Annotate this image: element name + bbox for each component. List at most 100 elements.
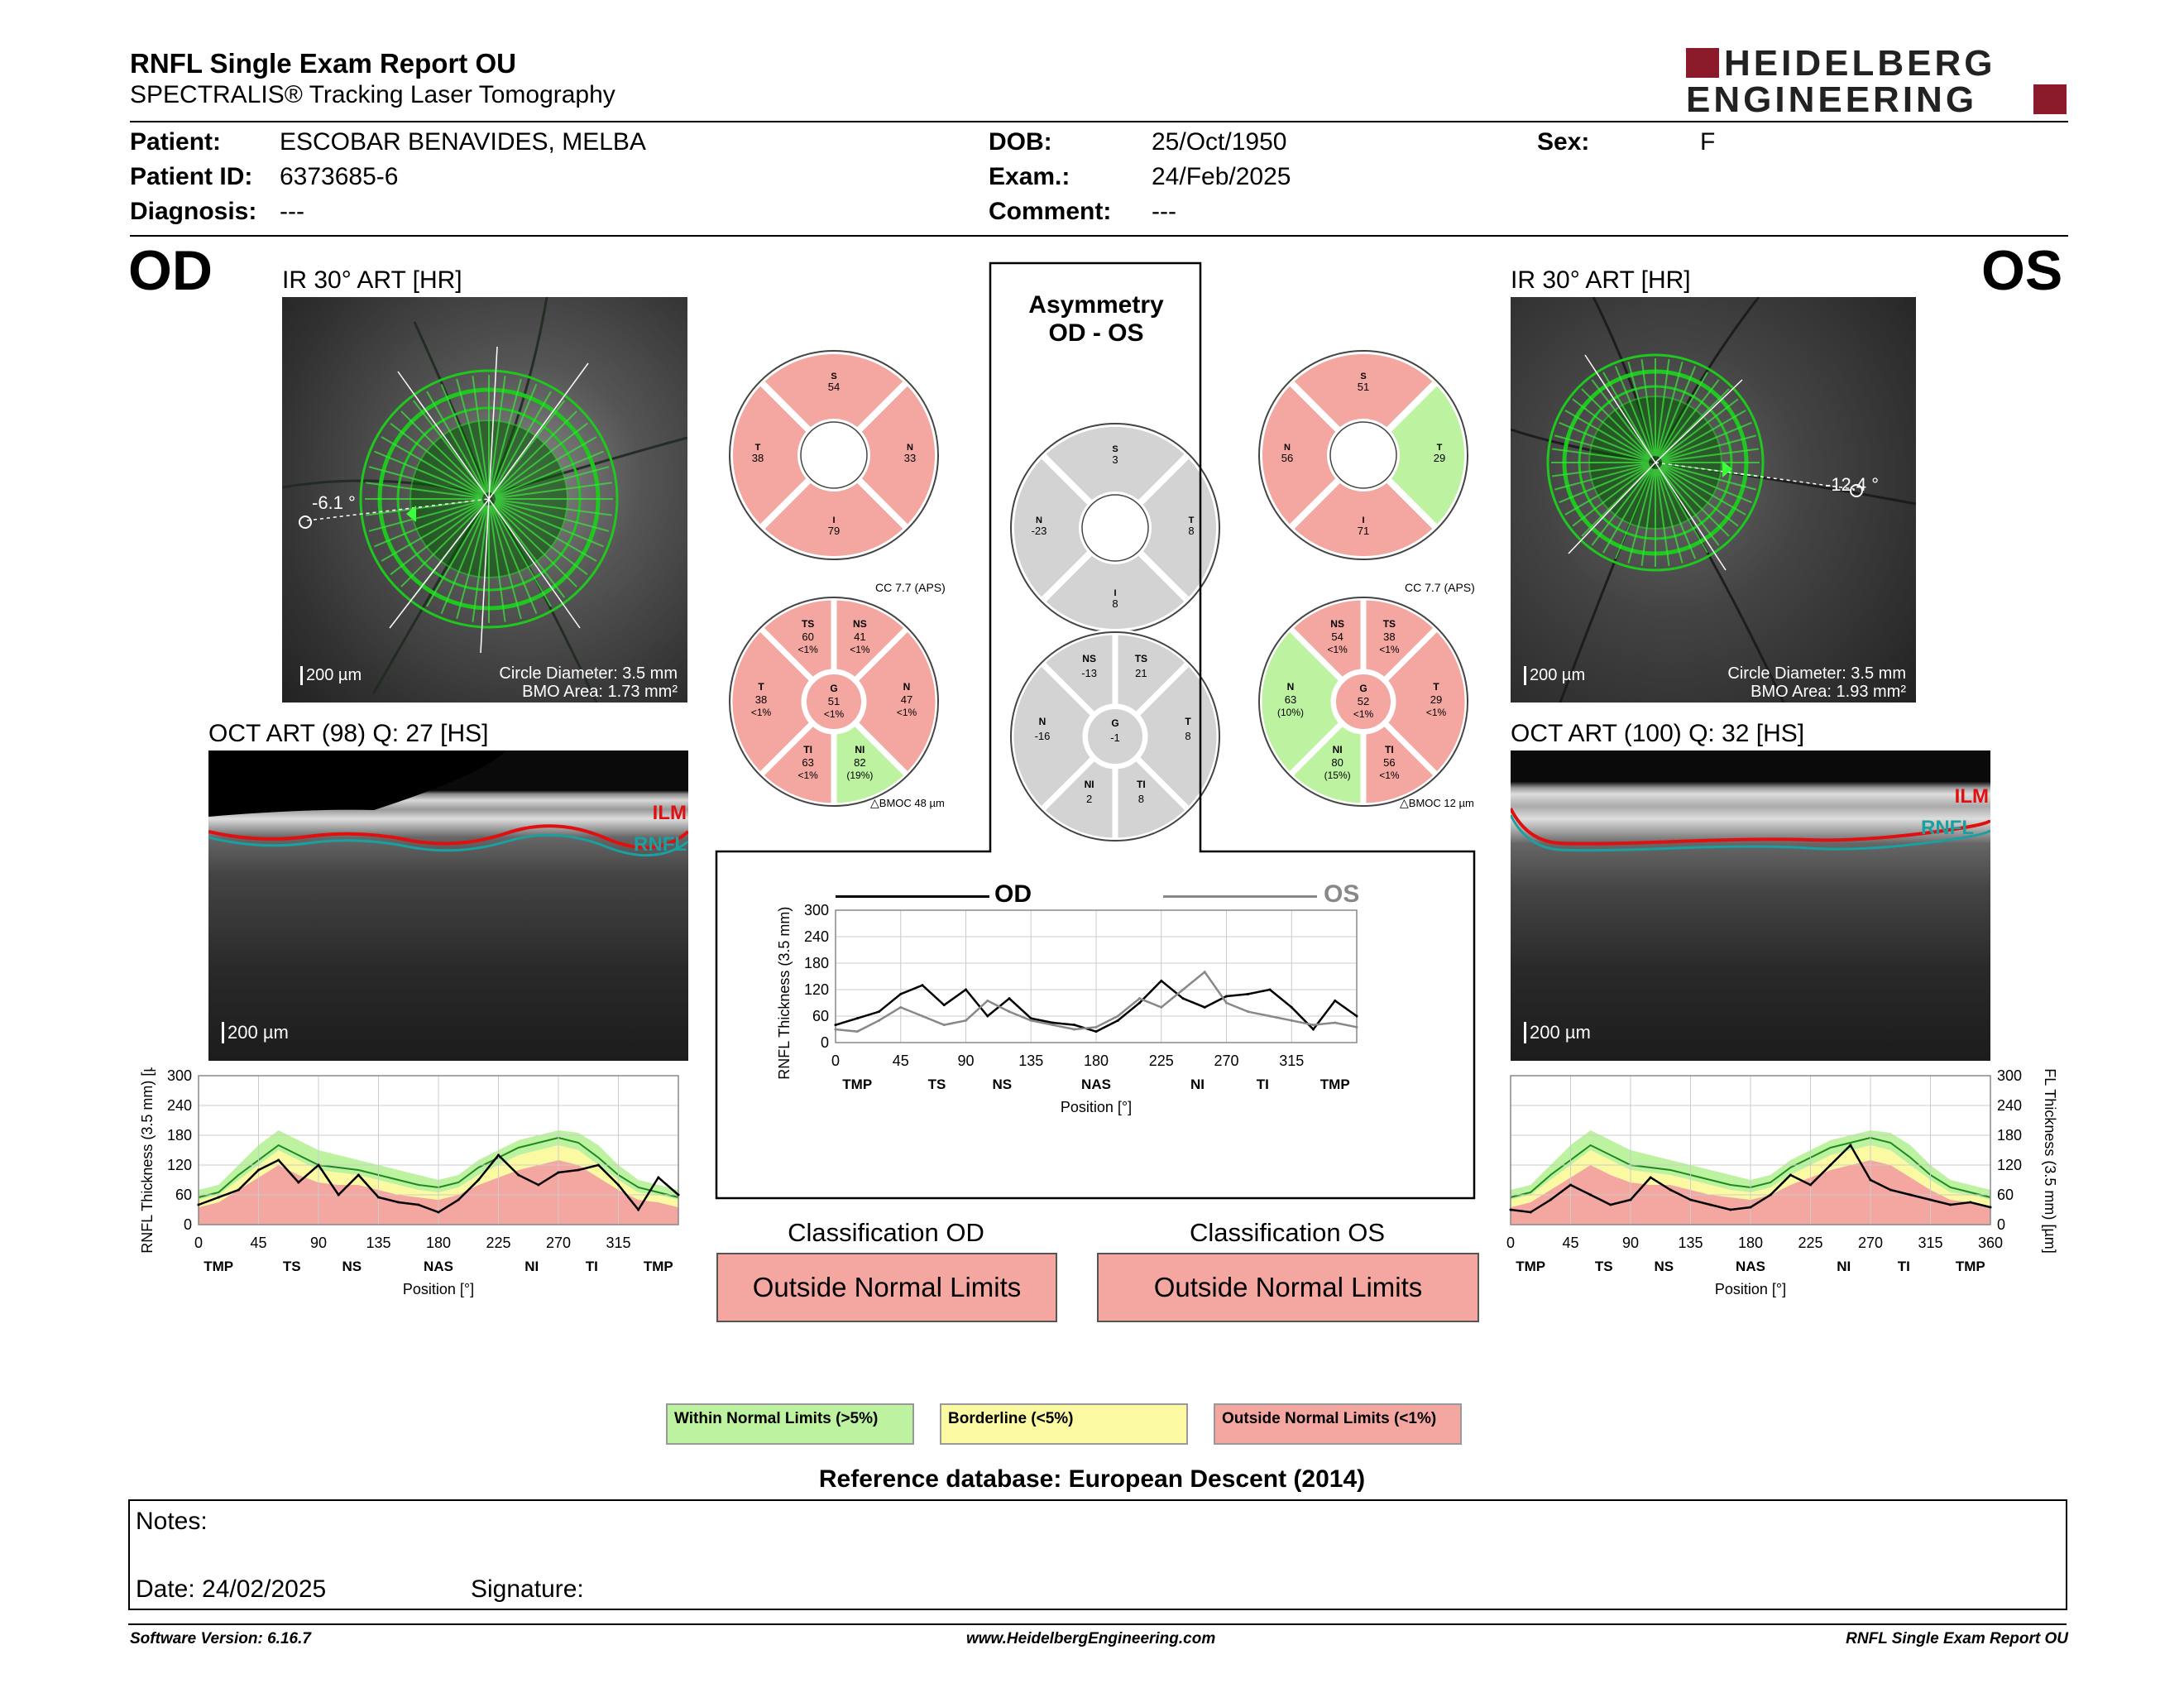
spoke-line — [381, 501, 484, 562]
sector-percent-NS: <1% — [850, 644, 870, 655]
sector-axis-label: NS — [342, 1259, 362, 1274]
data-point — [921, 1014, 924, 1018]
od-classification-box: Outside Normal Limits — [716, 1253, 1057, 1322]
sector-label-NS: NS — [1082, 653, 1096, 664]
sector-label-G: G — [1111, 717, 1118, 729]
x-tick-label: 315 — [1279, 1053, 1304, 1069]
sector-percent-TI: <1% — [797, 770, 818, 781]
od-ilm-label: ILM — [652, 802, 687, 824]
data-point — [297, 1181, 300, 1184]
data-point — [677, 1193, 680, 1196]
y-tick-label: 60 — [1997, 1187, 2014, 1203]
od-oct-image: ILM RNFL 200 µm — [208, 750, 688, 1061]
data-point — [557, 1171, 560, 1174]
legend-within: Within Normal Limits (>5%) — [666, 1403, 914, 1445]
quadrant-value-N: 33 — [904, 452, 916, 464]
spoke-line — [1581, 388, 1652, 459]
notes-box[interactable]: Notes: Date: 24/02/2025 Signature: — [128, 1499, 2067, 1610]
diagnosis-label: Diagnosis: — [130, 198, 257, 225]
data-point — [357, 1173, 360, 1177]
spoke-line — [1661, 464, 1752, 504]
y-tick-label: 300 — [804, 902, 829, 918]
data-point — [1529, 1211, 1532, 1214]
data-point — [1029, 1017, 1032, 1020]
data-point — [1749, 1206, 1752, 1209]
quadrant-label-I: I — [1362, 516, 1364, 525]
od-rnfl-label: RNFL — [634, 833, 687, 856]
sector-value-TS: 60 — [802, 631, 813, 643]
footer-divider — [128, 1623, 2067, 1625]
data-point — [986, 999, 989, 1002]
quadrant-value-I: 79 — [828, 525, 840, 537]
sector-outline — [729, 597, 939, 807]
od-ir-image: -6.1 ° 200 µm Circle Diameter: 3.5 mm BM… — [282, 297, 687, 703]
spoke-line — [489, 505, 506, 622]
spoke-line — [1661, 448, 1760, 463]
spoke-line — [1660, 398, 1739, 459]
sector-value-NS: 54 — [1331, 631, 1343, 643]
spoke-line — [1660, 465, 1746, 516]
y-tick-label: 120 — [1997, 1157, 2022, 1173]
os-profile-chart: 0 60 120 180 240 300 0 45 90 135 180 225 270 315 360 TM… — [1506, 1067, 2058, 1297]
od-oct-title: OCT ART (98) Q: 27 [HS] — [208, 720, 489, 747]
spoke-line — [472, 505, 489, 622]
data-point — [1073, 1028, 1076, 1031]
spoke-line — [1659, 467, 1720, 546]
report-subtitle: SPECTRALIS® Tracking Laser Tomography — [130, 81, 615, 108]
spoke-line — [492, 502, 577, 587]
spoke-line — [1602, 468, 1653, 554]
spoke-line — [1551, 463, 1650, 477]
os-angle: -12.4 ° — [1825, 474, 1880, 495]
comment-value: --- — [1152, 198, 1176, 225]
sector-label-T: T — [1433, 681, 1439, 693]
sector-percent-G: <1% — [824, 708, 845, 720]
data-point — [1609, 1203, 1612, 1206]
quadrant-label-S: S — [1112, 444, 1118, 454]
data-point — [537, 1183, 540, 1187]
footer-report-name: RNFL Single Exam Report OU — [1846, 1630, 2068, 1647]
data-point — [1051, 1021, 1054, 1024]
spoke-line — [368, 466, 483, 498]
data-point — [277, 1158, 280, 1162]
y-tick-label: 180 — [804, 955, 829, 971]
sector-axis-label: TI — [586, 1259, 598, 1274]
spoke-line — [1627, 362, 1655, 457]
plot-frame — [198, 1075, 679, 1225]
quadrant-center — [1081, 494, 1149, 562]
logo-line1: HEIDELBERG — [1724, 43, 1996, 84]
data-point — [1203, 971, 1206, 974]
quadrant-label-T: T — [1189, 516, 1195, 525]
quadrant-label-I: I — [832, 516, 835, 525]
os-oct-scale: 200 µm — [1524, 1022, 1591, 1043]
quadrant-outline — [1258, 350, 1468, 560]
legend-outside: Outside Normal Limits (<1%) — [1214, 1403, 1462, 1445]
data-point — [1589, 1193, 1592, 1196]
od-classification-title: Classification OD — [788, 1218, 984, 1247]
data-point — [596, 1163, 600, 1167]
spoke-line — [1660, 466, 1739, 527]
x-tick-label: 45 — [893, 1053, 909, 1069]
x-tick-label: 180 — [426, 1235, 451, 1251]
sector-value-TI: 56 — [1383, 756, 1395, 769]
data-point — [855, 1030, 859, 1033]
data-point — [1116, 1019, 1119, 1022]
notes-signature: Signature: — [471, 1575, 584, 1603]
spoke-line — [374, 450, 483, 497]
spoke-line — [492, 503, 566, 598]
od-cc: CC 7.7 (APS) — [875, 581, 946, 594]
spoke-line — [489, 376, 506, 493]
data-point — [1949, 1203, 1952, 1206]
data-point — [921, 984, 924, 987]
x-axis-title: Position [°] — [403, 1281, 474, 1297]
x-tick-label: 270 — [1214, 1053, 1238, 1069]
od-scale: 200 µm — [300, 666, 362, 685]
sector-percent-TI: <1% — [1379, 770, 1400, 781]
os-ilm-label: ILM — [1954, 785, 1989, 808]
quadrant-value-I: 71 — [1358, 525, 1369, 537]
data-point — [1160, 1005, 1163, 1009]
sector-label-G: G — [1359, 683, 1367, 694]
spoke-line — [1658, 372, 1708, 458]
data-point — [1247, 1010, 1250, 1014]
spoke-line — [1658, 468, 1708, 554]
sector-axis-label: NAS — [1081, 1077, 1111, 1092]
